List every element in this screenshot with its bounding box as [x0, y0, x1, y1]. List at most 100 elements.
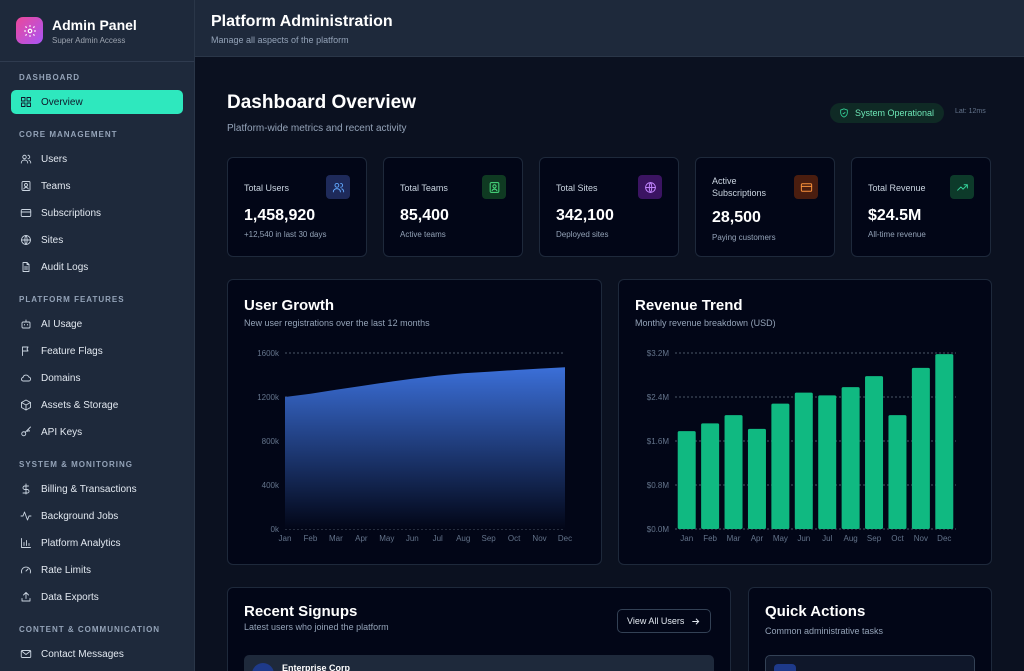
- bar: [771, 403, 790, 529]
- bar: [724, 415, 743, 529]
- quick-actions-subtitle: Common administrative tasks: [765, 626, 884, 636]
- stat-card: Total Users 1,458,920 +12,540 in last 30 d…: [227, 157, 367, 257]
- globe-icon: [21, 235, 31, 245]
- file-icon: [22, 262, 30, 272]
- box-icon: [21, 399, 31, 411]
- header-subtitle: Manage all aspects of the platform: [211, 35, 349, 45]
- recent-signups-title: Recent Signups: [244, 603, 358, 620]
- user-growth-panel: User Growth New user registrations over …: [227, 279, 602, 565]
- x-tick-label: Jan: [279, 534, 292, 543]
- status-text: System Operational: [855, 108, 935, 118]
- x-tick-label: Nov: [532, 534, 546, 543]
- bot-icon: [21, 319, 31, 329]
- brand-title: Admin Panel: [52, 16, 137, 33]
- sidebar-item-assets-storage[interactable]: Assets & Storage: [11, 393, 183, 417]
- signup-name: Enterprise Corp: [282, 663, 351, 671]
- trend-up-icon: [950, 175, 974, 199]
- stat-card: Total Revenue $24.5M All-time revenue: [851, 157, 991, 257]
- stat-label: Total Teams: [400, 183, 448, 193]
- sidebar-item-label: Billing & Transactions: [41, 483, 137, 495]
- sidebar-item-sites[interactable]: Sites: [11, 228, 183, 252]
- sidebar-item-billing-transactions[interactable]: Billing & Transactions: [11, 477, 183, 501]
- cloud-icon: [21, 374, 32, 382]
- x-tick-label: Feb: [703, 534, 717, 543]
- bar: [818, 395, 837, 529]
- key-icon: [21, 426, 31, 437]
- users-icon: [326, 175, 350, 199]
- stat-subtext: All-time revenue: [868, 230, 926, 239]
- sidebar-item-domains[interactable]: Domains: [11, 366, 183, 390]
- id-card-icon: [482, 175, 506, 199]
- x-tick-label: Dec: [558, 534, 572, 543]
- bar: [677, 431, 696, 529]
- stat-subtext: Active teams: [400, 230, 446, 239]
- quick-actions-panel: Quick Actions Common administrative task…: [748, 587, 992, 671]
- x-tick-label: Aug: [844, 534, 858, 543]
- sidebar-item-platform-analytics[interactable]: Platform Analytics: [11, 531, 183, 555]
- sidebar-item-label: Sites: [41, 234, 64, 246]
- sidebar-item-ai-usage[interactable]: AI Usage: [11, 312, 183, 336]
- sidebar-item-teams[interactable]: Teams: [11, 174, 183, 198]
- top-bar: Platform Administration Manage all aspec…: [195, 0, 1024, 57]
- sidebar-item-label: Users: [41, 153, 68, 165]
- list-item[interactable]: Enterprise Corp: [244, 655, 714, 671]
- sidebar-item-label: Rate Limits: [41, 564, 92, 576]
- sidebar-item-api-keys[interactable]: API Keys: [11, 420, 183, 444]
- stat-value: $24.5M: [868, 207, 922, 224]
- x-tick-label: Oct: [508, 534, 521, 543]
- main-content: Dashboard Overview Platform-wide metrics…: [195, 57, 1024, 671]
- bar: [841, 387, 860, 529]
- y-tick-label: $3.2M: [647, 349, 670, 358]
- sidebar-item-background-jobs[interactable]: Background Jobs: [11, 504, 183, 528]
- nav-section-heading: CONTENT & COMMUNICATION: [19, 625, 161, 634]
- y-tick-label: $0.8M: [647, 481, 670, 490]
- sidebar-item-feature-flags[interactable]: Feature Flags: [11, 339, 183, 363]
- gear-icon: [16, 17, 43, 44]
- sidebar-item-overview[interactable]: Overview: [11, 90, 183, 114]
- user-growth-title: User Growth: [244, 297, 335, 314]
- x-tick-label: May: [773, 534, 788, 543]
- arrow-right-icon: [692, 617, 700, 625]
- sidebar-item-label: Audit Logs: [41, 261, 89, 273]
- recent-signups-subtitle: Latest users who joined the platform: [244, 622, 389, 632]
- nav-section-heading: CORE MANAGEMENT: [19, 130, 118, 139]
- page-title: Dashboard Overview: [227, 92, 417, 113]
- bar-chart-icon: [21, 538, 31, 548]
- area-series: [285, 367, 565, 529]
- stat-value: 342,100: [556, 207, 614, 224]
- sidebar-item-label: Assets & Storage: [41, 399, 119, 411]
- bar: [888, 415, 907, 529]
- mail-icon: [20, 650, 32, 658]
- sidebar-item-users[interactable]: Users: [11, 147, 183, 171]
- nav-section-heading: SYSTEM & MONITORING: [19, 460, 133, 469]
- x-tick-label: Oct: [891, 534, 904, 543]
- x-tick-label: May: [379, 534, 394, 543]
- stat-label: Total Revenue: [868, 183, 926, 193]
- sidebar-item-label: Background Jobs: [41, 510, 119, 522]
- brand: Admin Panel Super Admin Access: [0, 0, 194, 62]
- quick-action-button[interactable]: [765, 655, 975, 671]
- sidebar-item-data-exports[interactable]: Data Exports: [11, 585, 183, 609]
- stat-card: Total Teams 85,400 Active teams: [383, 157, 523, 257]
- sidebar-item-subscriptions[interactable]: Subscriptions: [11, 201, 183, 225]
- id-card-icon: [21, 181, 31, 191]
- bar: [911, 367, 930, 529]
- x-tick-label: Sep: [482, 534, 497, 543]
- sidebar-item-audit-logs[interactable]: Audit Logs: [11, 255, 183, 279]
- stat-subtext: +12,540 in last 30 days: [244, 230, 327, 239]
- x-tick-label: Jan: [680, 534, 693, 543]
- view-all-users-button[interactable]: View All Users: [617, 609, 712, 633]
- y-tick-label: 800k: [262, 437, 280, 446]
- action-icon: [774, 664, 796, 671]
- y-tick-label: 1200k: [257, 393, 280, 402]
- sidebar-item-rate-limits[interactable]: Rate Limits: [11, 558, 183, 582]
- sidebar-item-label: Subscriptions: [41, 207, 102, 219]
- y-tick-label: 0k: [271, 525, 280, 534]
- stat-label: Total Users: [244, 183, 290, 193]
- sidebar-item-contact-messages[interactable]: Contact Messages: [11, 642, 183, 666]
- stat-value: 1,458,920: [244, 207, 316, 224]
- x-tick-label: Mar: [727, 534, 741, 543]
- nav-section-heading: PLATFORM FEATURES: [19, 295, 125, 304]
- bar: [747, 428, 766, 529]
- revenue-trend-chart: $0.0M $0.8M $1.6M $2.4M $3.2M Jan Feb Mar Apr May…: [647, 349, 956, 543]
